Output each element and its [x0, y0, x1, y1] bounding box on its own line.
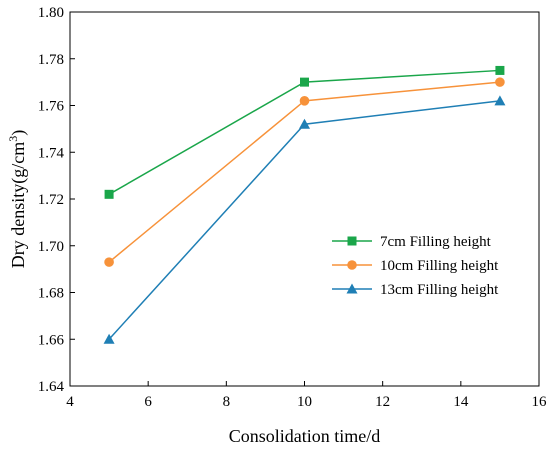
y-tick-label: 1.70 — [38, 239, 64, 255]
series-line — [108, 100, 501, 340]
y-tick-label: 1.66 — [38, 332, 65, 348]
legend-label: 7cm Filling height — [380, 234, 492, 250]
series-3 — [103, 95, 506, 344]
y-tick-label: 1.68 — [38, 286, 64, 302]
data-point-marker — [495, 65, 505, 75]
series-line — [108, 69, 500, 195]
y-axis-title: Dry density(g/cm3) — [6, 130, 29, 268]
x-tick-label: 8 — [223, 394, 231, 410]
data-point-marker — [495, 77, 505, 87]
data-point-marker — [300, 77, 309, 87]
y-axis-title-main: Dry density(g/cm — [8, 142, 29, 268]
data-point-marker — [104, 189, 114, 199]
x-tick-label: 16 — [532, 394, 548, 410]
y-tick-label: 1.78 — [38, 52, 64, 68]
x-tick-label: 12 — [375, 394, 390, 410]
legend-entry: 13cm Filling height — [332, 282, 499, 298]
x-tick-label: 10 — [297, 394, 312, 410]
data-point-marker — [494, 95, 506, 106]
y-axis-ticks: 1.64 1.66 1.68 1.70 1.72 1.74 1.76 1.78 1.80 — [38, 5, 75, 395]
x-tick-label: 4 — [66, 394, 74, 410]
legend-label: 10cm Filling height — [380, 258, 499, 274]
data-point-marker — [104, 257, 114, 267]
legend-marker — [347, 236, 357, 246]
legend-entry: 7cm Filling height — [332, 234, 492, 250]
legend: 7cm Filling height 10cm Filling height 13c… — [332, 234, 499, 298]
series-1 — [104, 65, 505, 199]
plot-frame — [69, 11, 540, 387]
x-tick-label: 6 — [144, 394, 152, 410]
legend-marker — [346, 283, 358, 294]
x-axis-ticks: 4 6 8 10 12 14 16 — [66, 381, 547, 410]
y-tick-label: 1.74 — [38, 145, 65, 161]
y-tick-label: 1.76 — [38, 99, 65, 115]
data-point-marker — [299, 96, 310, 106]
y-tick-label: 1.64 — [38, 379, 65, 395]
legend-label: 13cm Filling height — [380, 282, 499, 298]
y-tick-label: 1.80 — [38, 5, 64, 21]
legend-marker — [347, 260, 357, 270]
x-tick-label: 14 — [453, 394, 469, 410]
y-tick-label: 1.72 — [38, 192, 64, 208]
y-axis-title-close: ) — [8, 130, 29, 136]
data-point-marker — [103, 333, 115, 344]
legend-entry: 10cm Filling height — [332, 258, 499, 274]
y-axis-title-superscript: 3 — [6, 136, 20, 142]
x-axis-title: Consolidation time/d — [229, 426, 381, 446]
series-2 — [104, 77, 505, 267]
series-layer — [103, 65, 506, 344]
data-point-marker — [299, 118, 310, 129]
